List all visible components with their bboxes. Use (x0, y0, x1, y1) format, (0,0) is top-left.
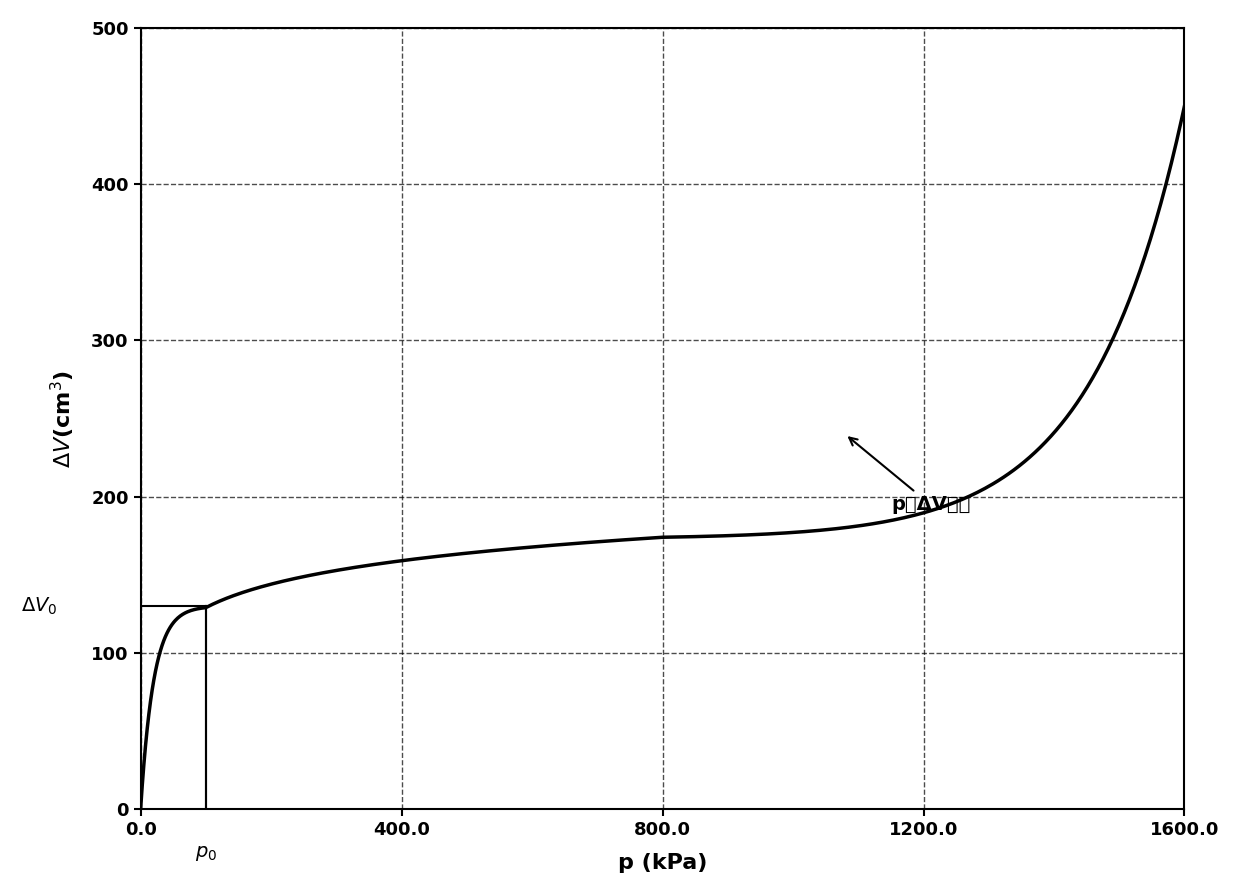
Y-axis label: $\Delta V$(cm$^3$): $\Delta V$(cm$^3$) (50, 370, 77, 468)
Text: p～ΔV曲线: p～ΔV曲线 (849, 437, 970, 514)
Text: $p_0$: $p_0$ (195, 844, 217, 864)
Text: $\Delta V_0$: $\Delta V_0$ (21, 595, 57, 617)
X-axis label: p (kPa): p (kPa) (618, 853, 707, 873)
